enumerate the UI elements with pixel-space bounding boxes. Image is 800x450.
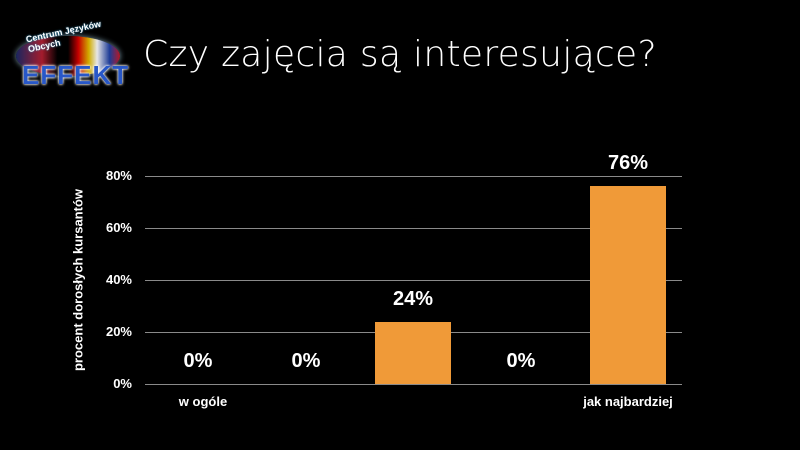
gridline: [145, 228, 682, 229]
logo: Centrum Języków Obcych EFFEKT: [8, 19, 130, 90]
gridline: [145, 176, 682, 177]
x-label-first: w ogóle: [178, 394, 228, 409]
logo-brand: EFFEKT: [22, 60, 130, 90]
bar-value-label: 24%: [392, 287, 434, 310]
y-tick-80: 80%: [105, 168, 132, 183]
y-tick-0: 0%: [113, 376, 132, 391]
bar: [590, 186, 666, 384]
flags-oval-icon: [16, 36, 120, 76]
y-tick-60: 60%: [105, 220, 132, 235]
chart-title: Czy zajęcia są interesujące?: [143, 34, 657, 75]
bar: [375, 321, 451, 384]
bar-value-label: 0%: [506, 350, 536, 372]
bar-value-label: 0%: [183, 350, 213, 372]
gridline: [145, 280, 682, 281]
y-tick-40: 40%: [105, 272, 132, 287]
bar-value-label: 76%: [607, 152, 649, 175]
x-label-last: jak najbardziej: [583, 394, 673, 409]
bar-value-label: 0%: [291, 350, 321, 372]
baseline: [145, 384, 682, 385]
y-tick-20: 20%: [105, 324, 132, 339]
